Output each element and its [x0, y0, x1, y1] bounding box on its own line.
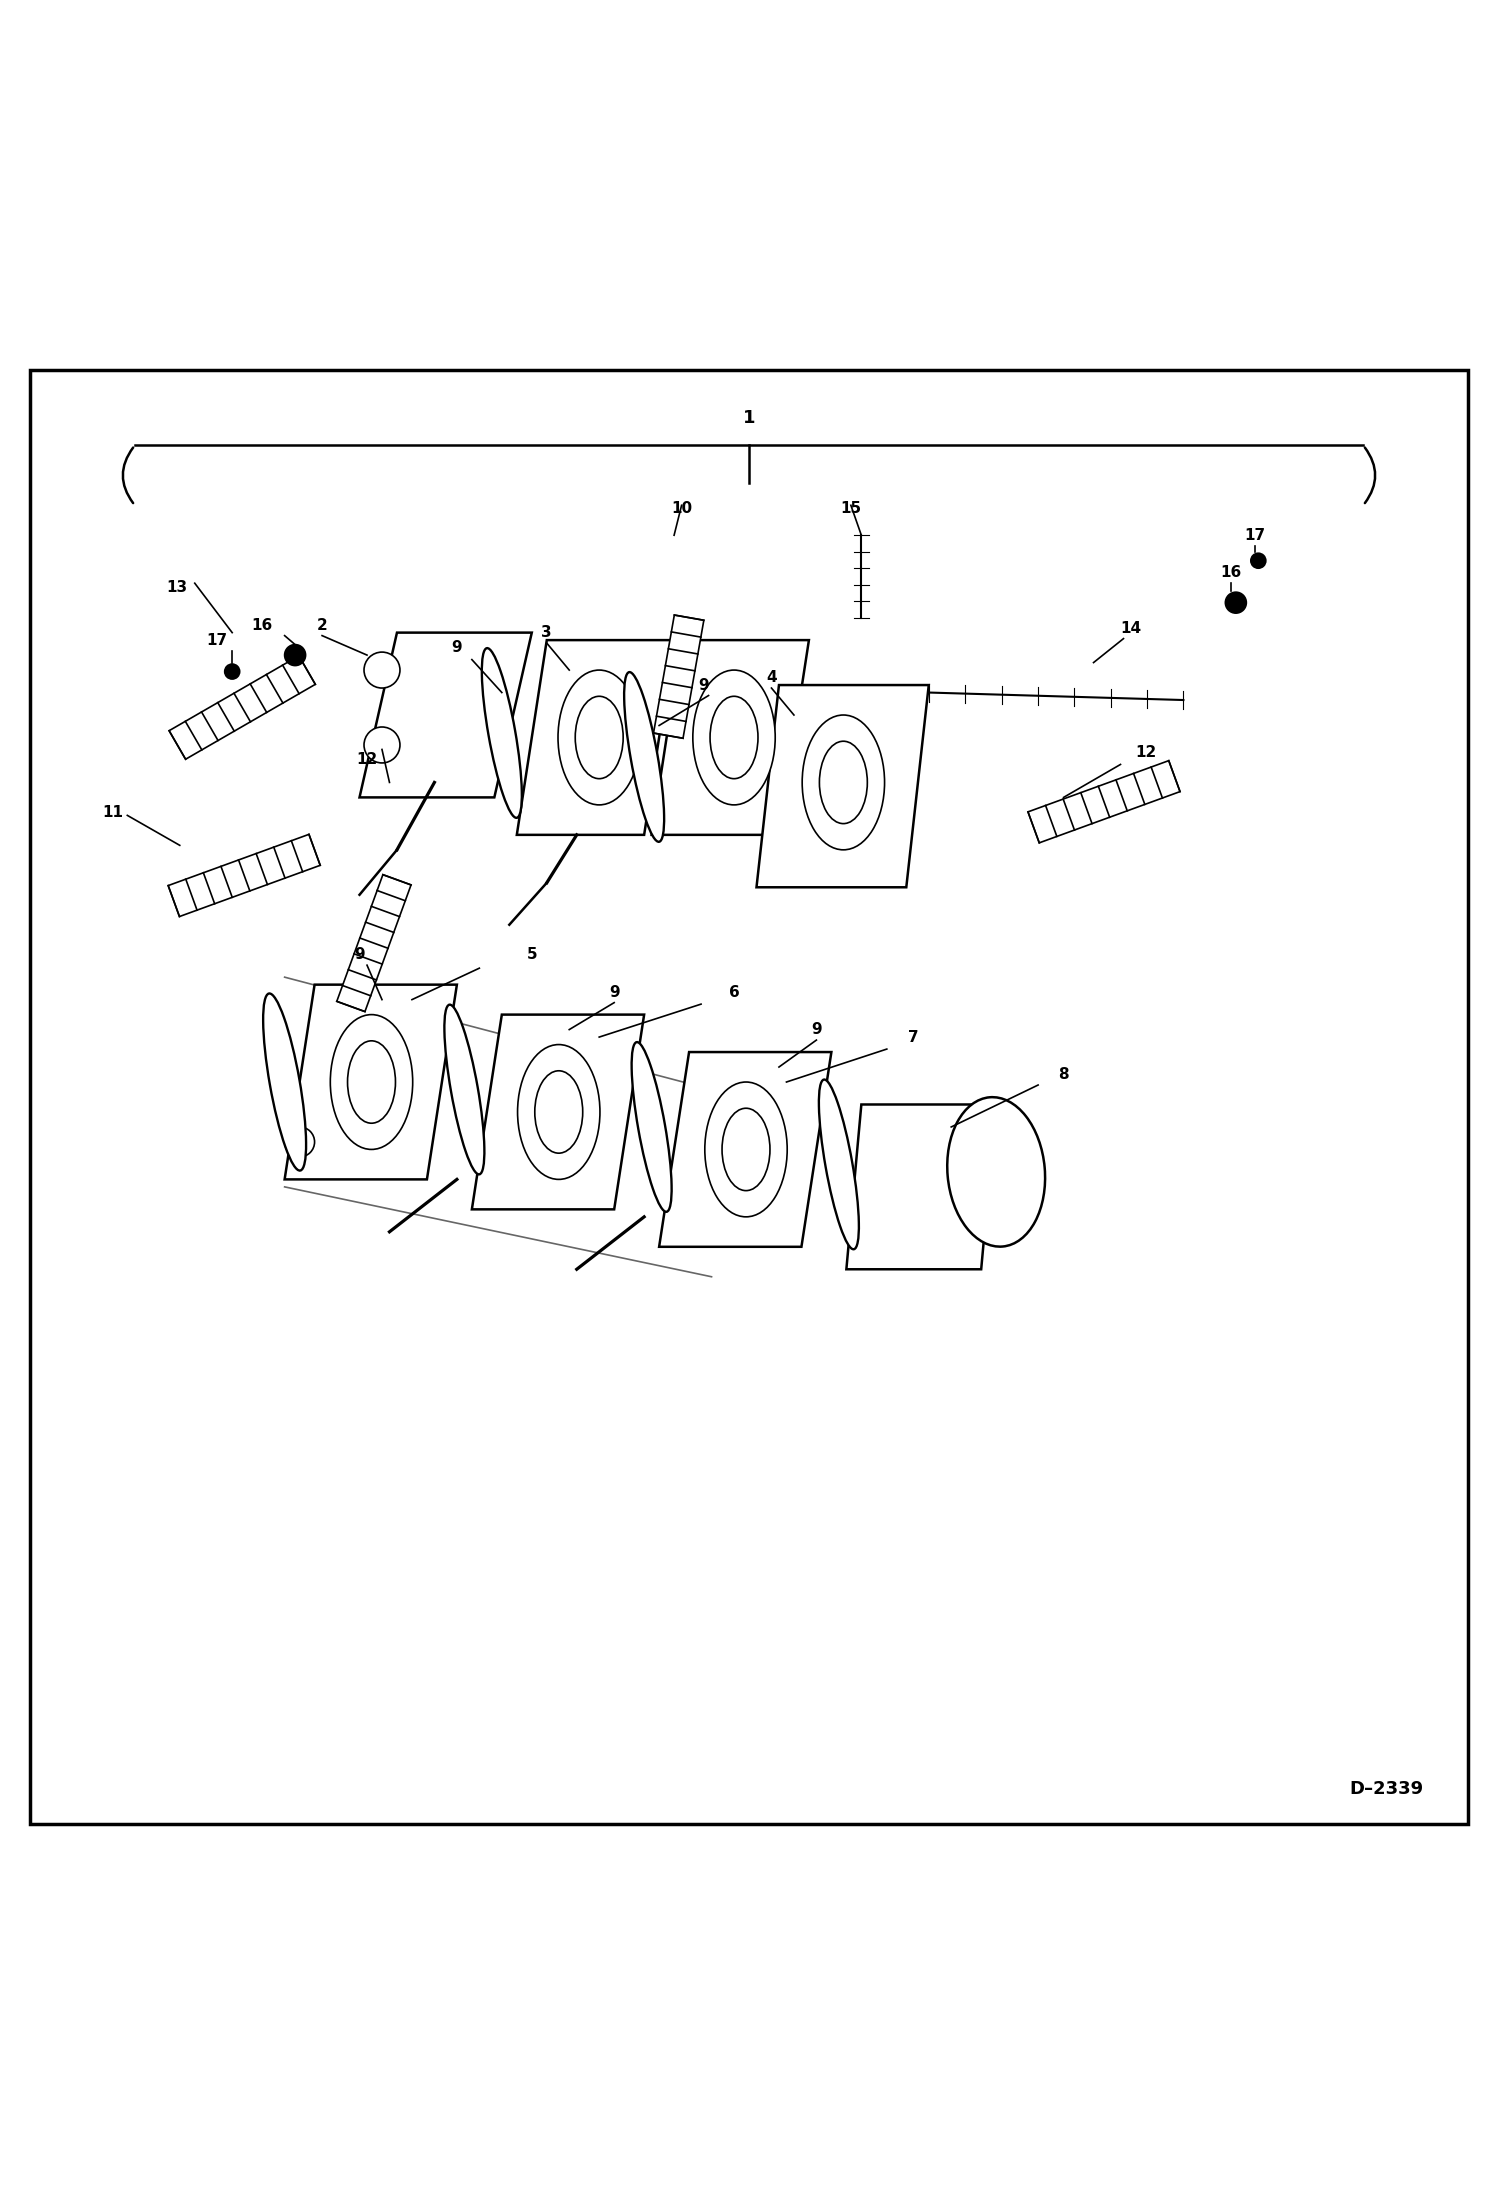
Text: 8: 8: [1058, 1066, 1070, 1082]
Text: 17: 17: [207, 632, 228, 647]
Text: 2: 2: [316, 619, 328, 632]
Text: 3: 3: [541, 625, 553, 641]
Text: 5: 5: [526, 948, 538, 963]
Text: 13: 13: [166, 579, 187, 595]
Ellipse shape: [803, 715, 885, 849]
Text: 16: 16: [1221, 566, 1242, 579]
Polygon shape: [517, 641, 674, 836]
Circle shape: [364, 652, 400, 689]
Polygon shape: [472, 1014, 644, 1209]
Text: 4: 4: [765, 669, 777, 685]
Ellipse shape: [819, 1079, 858, 1248]
Text: 17: 17: [1245, 529, 1266, 542]
Polygon shape: [169, 656, 315, 759]
Ellipse shape: [518, 1044, 599, 1180]
Text: 7: 7: [908, 1029, 920, 1044]
Ellipse shape: [722, 1108, 770, 1191]
Polygon shape: [1028, 761, 1180, 842]
Polygon shape: [168, 834, 321, 917]
Circle shape: [1225, 592, 1246, 612]
Text: 12: 12: [1135, 746, 1156, 759]
Text: 12: 12: [357, 753, 377, 768]
Ellipse shape: [947, 1097, 1046, 1246]
Ellipse shape: [482, 647, 521, 818]
Text: 9: 9: [698, 678, 710, 693]
FancyBboxPatch shape: [30, 371, 1468, 1823]
Ellipse shape: [557, 669, 641, 805]
Ellipse shape: [704, 1082, 788, 1218]
Ellipse shape: [819, 742, 867, 823]
Text: 9: 9: [810, 1022, 822, 1038]
Ellipse shape: [575, 695, 623, 779]
Text: 10: 10: [671, 500, 692, 516]
Text: 9: 9: [608, 985, 620, 1000]
Ellipse shape: [692, 669, 776, 805]
Text: 9: 9: [451, 641, 463, 656]
Ellipse shape: [625, 671, 664, 842]
Circle shape: [364, 726, 400, 764]
Ellipse shape: [445, 1005, 484, 1174]
Text: 15: 15: [840, 500, 861, 516]
Ellipse shape: [632, 1042, 671, 1211]
Text: 6: 6: [728, 985, 740, 1000]
Polygon shape: [659, 1053, 831, 1246]
Text: 1: 1: [743, 410, 755, 428]
Ellipse shape: [348, 1040, 395, 1123]
Polygon shape: [360, 632, 532, 796]
Circle shape: [285, 645, 306, 665]
Polygon shape: [652, 641, 809, 836]
Polygon shape: [337, 875, 410, 1011]
Text: 16: 16: [252, 619, 273, 632]
Text: 14: 14: [1121, 621, 1141, 636]
Ellipse shape: [264, 994, 306, 1172]
Polygon shape: [846, 1104, 996, 1270]
Circle shape: [285, 1128, 315, 1156]
Polygon shape: [653, 614, 704, 737]
Text: 11: 11: [102, 805, 123, 821]
Ellipse shape: [535, 1071, 583, 1154]
Circle shape: [225, 665, 240, 680]
Circle shape: [1251, 553, 1266, 568]
Polygon shape: [756, 685, 929, 886]
Ellipse shape: [710, 695, 758, 779]
Text: 9: 9: [354, 948, 366, 963]
Ellipse shape: [330, 1014, 413, 1150]
Polygon shape: [285, 985, 457, 1180]
Text: D–2339: D–2339: [1350, 1779, 1423, 1799]
